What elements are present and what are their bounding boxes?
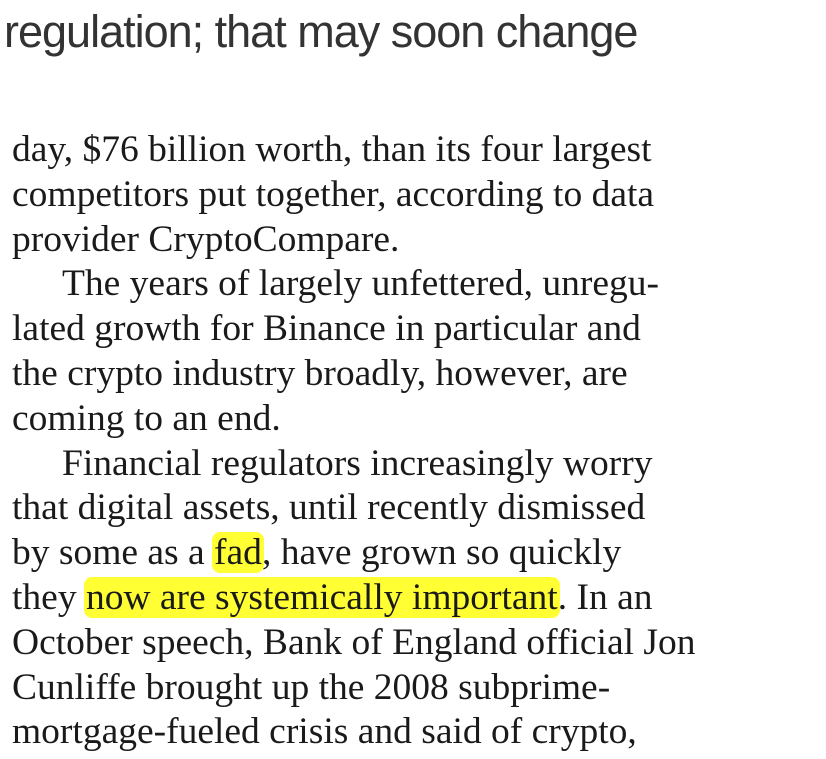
text-line: lated growth for Binance in particular a…	[12, 307, 822, 352]
highlighted-text: fad	[212, 532, 264, 574]
text-segment: mortgage-fueled crisis and said of crypt…	[12, 711, 637, 753]
text-segment: . In an	[557, 576, 653, 618]
headline: regulation; that may soon change	[4, 6, 638, 57]
highlighted-text: now are systemically important	[83, 576, 560, 618]
text-segment: , have grown so quickly	[261, 532, 622, 574]
text-segment: Cunliffe brought up the 2008 subprime-	[12, 666, 611, 708]
text-line: The years of largely unfettered, unregu-	[12, 262, 822, 307]
text-segment: competitors put together, according to d…	[12, 173, 655, 215]
text-segment: that digital assets, until recently dism…	[12, 487, 646, 529]
text-line: they now are systemically important. In …	[12, 576, 822, 621]
text-line: Cunliffe brought up the 2008 subprime-	[12, 666, 822, 711]
text-line: October speech, Bank of England official…	[12, 621, 822, 666]
text-line: by some as a fad, have grown so quickly	[12, 531, 822, 576]
text-segment: provider CryptoCompare.	[12, 218, 400, 260]
text-line: the crypto industry broadly, however, ar…	[12, 352, 822, 397]
text-segment: Financial regulators increasingly worry	[62, 442, 653, 484]
text-segment: they	[12, 576, 86, 618]
text-line: mortgage-fueled crisis and said of crypt…	[12, 710, 822, 755]
text-line: that digital assets, until recently dism…	[12, 486, 822, 531]
text-segment: the crypto industry broadly, however, ar…	[12, 352, 628, 394]
text-segment: coming to an end.	[12, 397, 281, 439]
article-body: day, $76 billion worth, than its four la…	[12, 128, 822, 755]
text-segment: day, $76 billion worth, than its four la…	[12, 129, 652, 170]
text-line: coming to an end.	[12, 397, 822, 442]
text-line: competitors put together, according to d…	[12, 173, 822, 218]
text-line: day, $76 billion worth, than its four la…	[12, 128, 822, 173]
text-line: Financial regulators increasingly worry	[12, 442, 822, 487]
text-segment: lated growth for Binance in particular a…	[12, 308, 641, 350]
text-segment: by some as a	[12, 532, 215, 574]
text-segment: The years of largely unfettered, unregu-	[62, 263, 659, 305]
text-segment: October speech, Bank of England official…	[12, 621, 696, 663]
text-line: provider CryptoCompare.	[12, 218, 822, 263]
